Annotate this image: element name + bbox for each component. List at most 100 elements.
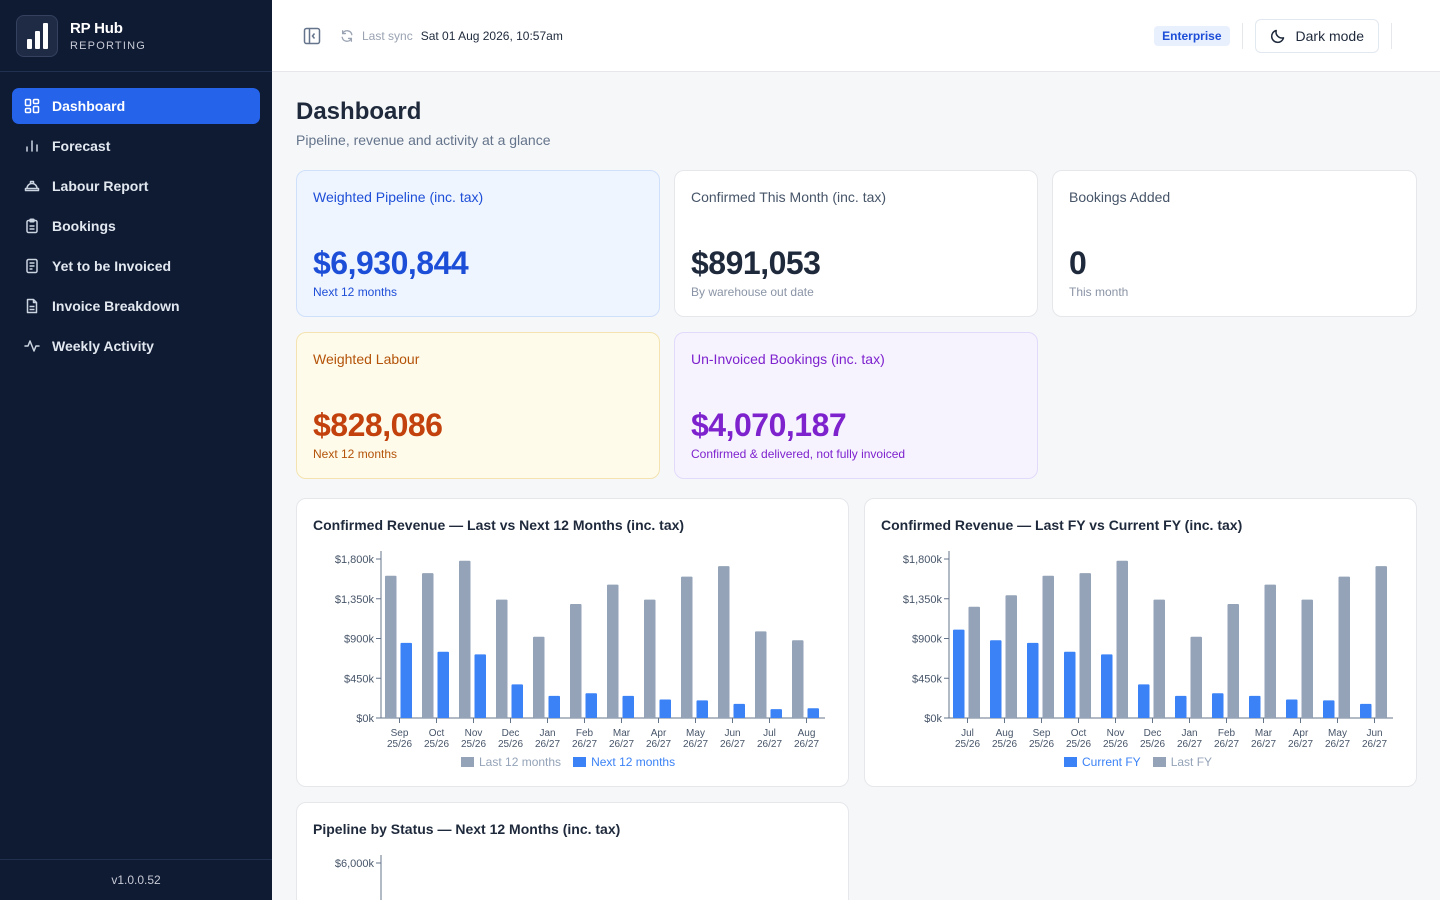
x-tick-label-year: 26/27 [757,739,782,750]
kpi-card-weighted-labour[interactable]: Weighted Labour $828,086 Next 12 months [296,332,660,479]
bar [1190,636,1202,718]
sidebar-item-yet-to-be-invoiced[interactable]: Yet to be Invoiced [12,248,260,284]
y-tick-label: $0k [924,713,942,725]
bar [733,703,745,718]
bar [1375,566,1387,718]
bar [607,584,619,718]
x-tick-label-month: Feb [576,728,594,739]
kpi-label: Weighted Pipeline (inc. tax) [313,189,484,205]
kpi-card-bookings-added[interactable]: Bookings Added 0 This month [1052,170,1417,317]
x-tick-label-month: Mar [613,728,631,739]
kpi-card-weighted-pipeline[interactable]: Weighted Pipeline (inc. tax) $6,930,844 … [296,170,660,317]
bar [1175,695,1187,718]
bar [990,640,1002,718]
bar [1101,654,1113,718]
bar [474,654,486,718]
x-tick-label-month: Sep [1033,728,1051,739]
x-tick-label-month: Jun [724,728,740,739]
bar [644,599,656,718]
x-tick-label-month: Sep [391,728,409,739]
sidebar-item-bookings[interactable]: Bookings [12,208,260,244]
x-tick-label-year: 25/26 [1029,739,1054,750]
x-tick-label-year: 26/27 [609,739,634,750]
y-tick-label: $450k [912,673,942,685]
kpi-card-un-invoiced-bookings[interactable]: Un-Invoiced Bookings (inc. tax) $4,070,1… [674,332,1038,479]
bar [1323,700,1335,718]
x-tick-label-year: 26/27 [794,739,819,750]
legend-item[interactable]: Next 12 months [573,755,675,769]
bar [548,695,560,718]
chart-title: Confirmed Revenue — Last FY vs Current F… [881,517,1243,533]
legend-item[interactable]: Last 12 months [461,755,561,769]
y-tick-label: $6,000k [335,858,375,870]
x-tick-label-year: 26/27 [1362,739,1387,750]
sidebar-collapse-icon [303,27,321,44]
kpi-note: Next 12 months [313,285,398,299]
y-tick-label: $900k [912,634,942,646]
sidebar-item-weekly-activity[interactable]: Weekly Activity [12,328,260,364]
brand[interactable]: RP Hub REPORTING [0,0,272,72]
y-tick-label: $450k [344,673,374,685]
x-tick-label-year: 25/26 [387,739,412,750]
sync-label: Last sync [362,28,413,43]
x-tick-label-year: 26/27 [720,739,745,750]
sync-timestamp: Sat 01 Aug 2026, 10:57am [420,28,563,43]
legend-item[interactable]: Last FY [1152,755,1212,769]
kpi-card-confirmed-this-month[interactable]: Confirmed This Month (inc. tax) $891,053… [674,170,1038,317]
sidebar-item-label: Bookings [52,218,116,234]
bar [1227,604,1239,718]
receipt-icon [26,258,38,274]
y-tick-label: $1,800k [903,554,943,566]
sidebar-item-invoice-breakdown[interactable]: Invoice Breakdown [12,288,260,324]
brand-subtitle: REPORTING [70,39,146,52]
chart-legend: Current FY Last FY [1064,755,1212,769]
bar [755,631,767,718]
bar [1138,684,1150,718]
legend-swatch [573,757,587,767]
app-version: v1.0.0.52 [0,859,272,900]
bar-chart-icon [26,140,38,152]
moon-icon [1270,29,1284,44]
x-tick-label-year: 26/27 [683,739,708,750]
x-tick-label-month: Apr [651,728,667,739]
sidebar: RP Hub REPORTING Dashboard Forecast Labo… [0,0,272,900]
bar [1264,584,1276,718]
legend-swatch [1152,757,1166,767]
bar [570,604,582,718]
sidebar-item-forecast[interactable]: Forecast [12,128,260,164]
x-tick-label-month: Dec [1144,728,1162,739]
sidebar-item-label: Labour Report [52,178,149,194]
sidebar-toggle-button[interactable] [302,26,322,46]
bar [659,699,671,718]
sidebar-item-label: Dashboard [52,98,126,114]
bar [1212,693,1224,718]
sidebar-item-labour-report[interactable]: Labour Report [12,168,260,204]
bar [585,693,597,718]
y-tick-label: $1,350k [335,594,375,606]
document-icon [26,298,38,314]
bar-chart: $0k$450k$900k$1,350k$1,800kSep25/26Oct25… [335,551,825,750]
kpi-value: $828,086 [313,407,443,443]
x-tick-label-month: Jan [1181,728,1197,739]
chart-card-last-fy-vs-current-fy: Confirmed Revenue — Last FY vs Current F… [864,498,1417,787]
x-tick-label-year: 25/26 [1103,739,1128,750]
legend-item[interactable]: Current FY [1064,755,1141,769]
clipboard-icon [26,218,38,234]
top-bar: Last sync Sat 01 Aug 2026, 10:57am Enter… [272,0,1440,72]
y-tick-label: $900k [344,634,374,646]
chart-card-pipeline-by-status: Pipeline by Status — Next 12 Months (inc… [296,802,849,900]
bar [1064,651,1076,718]
x-tick-label-year: 26/27 [1251,739,1276,750]
kpi-label: Weighted Labour [313,351,420,367]
x-tick-label-month: Aug [996,728,1014,739]
kpi-value: $4,070,187 [691,407,847,443]
bar [1338,576,1350,718]
bar [770,709,782,718]
dark-mode-button[interactable]: Dark mode [1254,19,1379,53]
x-tick-label-month: Mar [1255,728,1273,739]
x-tick-label-month: Dec [502,728,520,739]
sidebar-item-dashboard[interactable]: Dashboard [12,88,260,124]
sync-status: Last sync Sat 01 Aug 2026, 10:57am [340,29,563,43]
bar [953,629,965,718]
bar [1005,595,1017,718]
